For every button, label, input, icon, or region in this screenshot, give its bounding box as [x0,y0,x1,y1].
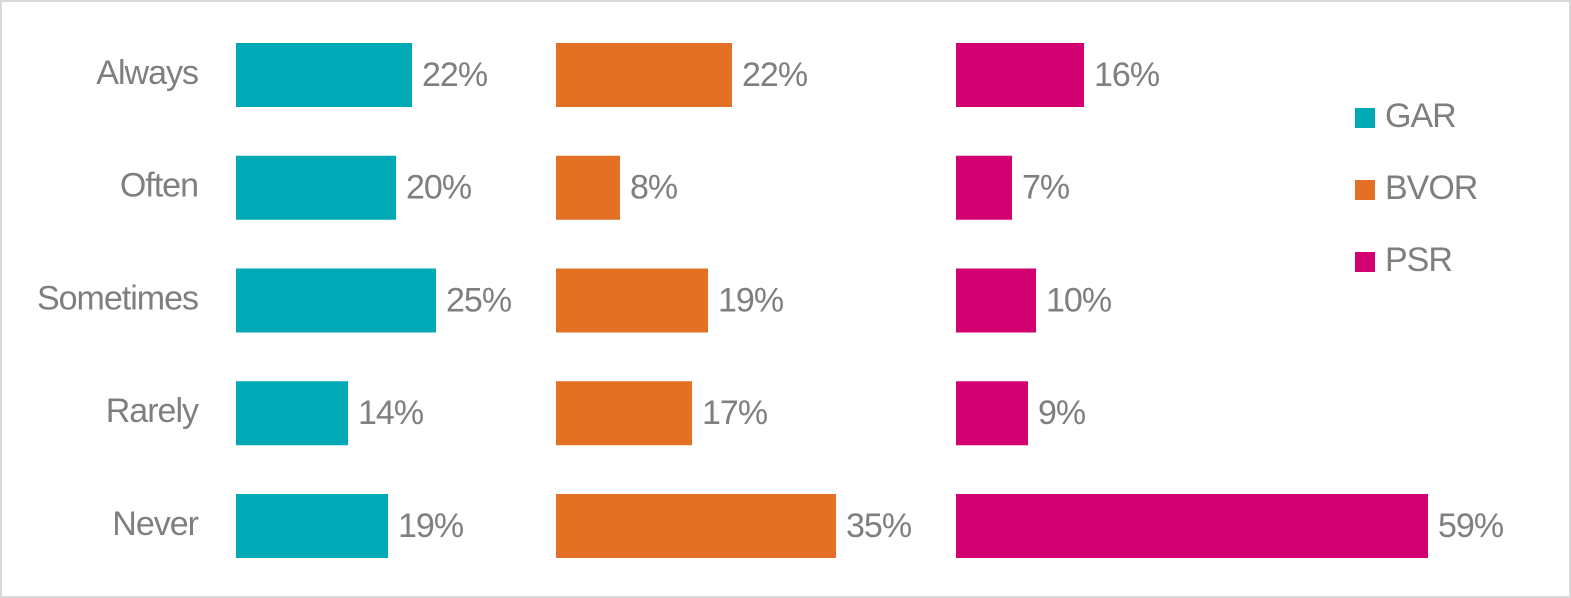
bar [956,155,1012,220]
bar [956,494,1428,558]
legend-swatch [1355,108,1375,128]
value-label: 22% [742,56,808,94]
bar [956,381,1028,446]
category-label: Always [96,54,198,92]
bar [556,494,836,558]
bar [556,155,620,220]
category-label: Sometimes [37,279,198,317]
bar [236,43,412,107]
bar [236,381,348,446]
bar [556,43,732,107]
value-label: 17% [702,394,768,432]
legend-label: PSR [1385,241,1452,279]
value-label: 9% [1038,394,1086,432]
value-label: 8% [630,169,678,207]
legend-swatch [1355,180,1375,200]
value-label: 10% [1046,281,1112,319]
value-label: 19% [398,507,464,545]
bar [236,155,396,220]
value-label: 22% [422,56,488,94]
value-label: 20% [406,169,472,207]
legend-label: BVOR [1385,169,1477,207]
value-label: 16% [1094,56,1160,94]
value-label: 14% [358,394,424,432]
value-label: 59% [1438,507,1504,545]
bar [236,494,388,558]
value-label: 25% [446,281,512,319]
legend-label: GAR [1385,97,1456,135]
bar [956,43,1084,107]
category-label: Rarely [106,392,199,430]
value-label: 7% [1022,169,1070,207]
value-label: 35% [846,507,912,545]
bar [956,268,1036,333]
bar [556,268,708,333]
category-label: Often [120,167,198,205]
value-label: 19% [718,281,784,319]
legend-swatch [1355,252,1375,272]
bar [236,268,436,333]
bar [556,381,692,446]
category-label: Never [112,505,198,543]
